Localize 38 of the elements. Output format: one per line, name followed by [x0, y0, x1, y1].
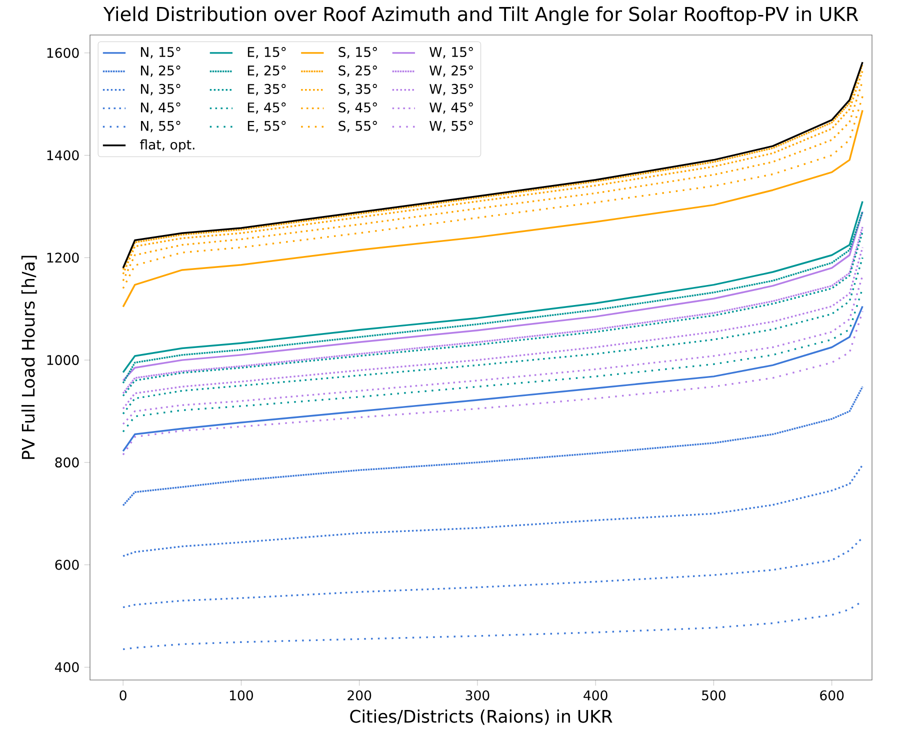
legend-label: S, 55°: [338, 120, 377, 132]
legend-label: E, 15°: [248, 46, 286, 58]
legend-label: N, 45°: [141, 102, 180, 114]
y-tick-label: 1000: [47, 355, 79, 366]
legend-label: N, 25°: [141, 65, 180, 77]
x-tick-label: 200: [348, 690, 372, 700]
legend-label: W, 35°: [430, 84, 473, 96]
legend-label: E, 45°: [248, 102, 286, 114]
y-tick-label: 400: [54, 662, 79, 672]
legend-label: N, 35°: [141, 84, 180, 96]
x-axis-title: Cities/Districts (Raions) in UKR: [350, 709, 612, 725]
y-axis-title: PV Full Load Hours [h/a]: [21, 256, 37, 459]
legend-label: E, 25°: [248, 65, 286, 77]
y-tick-label: 1600: [47, 48, 79, 58]
x-tick-label: 100: [230, 690, 253, 700]
legend-label: flat, opt.: [140, 139, 194, 152]
x-tick-label: 500: [702, 690, 726, 700]
legend-label: E, 35°: [248, 84, 286, 96]
x-tick-label: 0: [120, 690, 126, 700]
legend-label: N, 15°: [141, 46, 180, 58]
legend-label: W, 25°: [430, 65, 473, 77]
legend-label: S, 25°: [338, 65, 377, 77]
legend-label: W, 45°: [430, 102, 473, 114]
y-tick-label: 1200: [47, 252, 79, 263]
legend-label: S, 35°: [338, 84, 377, 96]
x-tick-label: 600: [820, 690, 844, 700]
legend-label: W, 15°: [430, 46, 473, 58]
x-tick-label: 400: [584, 690, 608, 700]
y-tick-label: 1400: [47, 150, 79, 160]
y-tick-label: 600: [55, 560, 79, 570]
x-tick-label: 300: [466, 690, 490, 700]
legend-label: S, 45°: [338, 102, 377, 114]
legend-label: E, 55°: [248, 120, 286, 132]
legend-label: W, 55°: [430, 120, 473, 132]
chart-title: Yield Distribution over Roof Azimuth and Tilt Angle for Solar Rooftop-PV in UKR: [103, 6, 858, 25]
legend-label: N, 55°: [141, 120, 180, 132]
y-tick-label: 800: [55, 457, 79, 468]
legend-label: S, 15°: [338, 46, 377, 58]
